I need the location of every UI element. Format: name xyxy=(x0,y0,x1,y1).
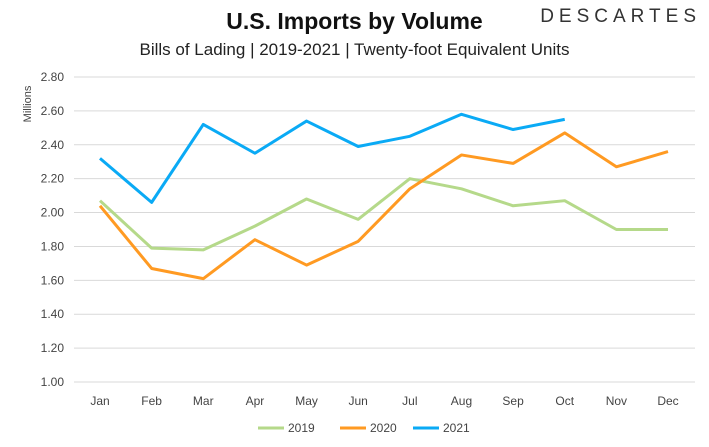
y-tick-label: 1.40 xyxy=(41,307,65,321)
y-tick-label: 2.80 xyxy=(41,70,65,84)
x-tick-label: Mar xyxy=(193,394,214,408)
chart-title: U.S. Imports by Volume xyxy=(226,8,483,34)
x-tick-label: May xyxy=(295,394,318,408)
y-tick-label: 2.40 xyxy=(41,138,65,152)
x-tick-label: Aug xyxy=(451,394,472,408)
y-axis-label: Millions xyxy=(22,85,34,122)
descartes-logo: DESCARTES xyxy=(540,6,701,27)
x-tick-label: Nov xyxy=(606,394,627,408)
y-tick-label: 1.20 xyxy=(41,341,65,355)
chart-subtitle: Bills of Lading | 2019-2021 | Twenty-foo… xyxy=(139,40,570,59)
legend-label-2019: 2019 xyxy=(288,421,315,435)
x-tick-label: Feb xyxy=(141,394,162,408)
x-tick-label: Jun xyxy=(349,394,368,408)
series-line-2020 xyxy=(98,131,669,281)
legend-label-2020: 2020 xyxy=(370,421,397,435)
y-tick-label: 1.00 xyxy=(41,375,65,389)
y-tick-label: 1.80 xyxy=(41,239,65,253)
y-tick-label: 2.00 xyxy=(41,206,65,220)
y-tick-label: 2.60 xyxy=(41,104,65,118)
legend-label-2021: 2021 xyxy=(443,421,470,435)
x-tick-label: Apr xyxy=(246,394,265,408)
series-line-2019 xyxy=(98,177,668,252)
x-tick-label: Jan xyxy=(90,394,109,408)
x-tick-label: Sep xyxy=(502,394,524,408)
x-tick-label: Jul xyxy=(402,394,417,408)
y-tick-label: 2.20 xyxy=(41,172,65,186)
x-tick-label: Dec xyxy=(657,394,678,408)
x-tick-label: Oct xyxy=(555,394,574,408)
y-tick-label: 1.60 xyxy=(41,273,65,287)
series-line-2021 xyxy=(99,112,566,204)
